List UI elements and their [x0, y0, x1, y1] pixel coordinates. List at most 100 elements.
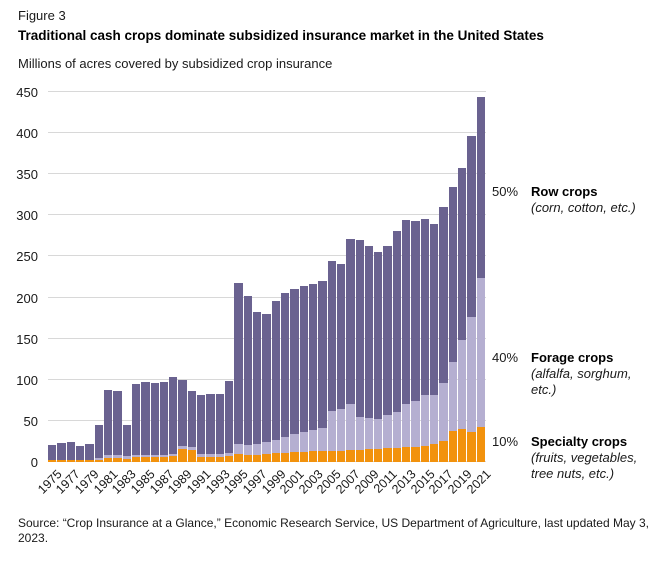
segment-forage-crops: [103, 455, 113, 458]
bar-2004: [318, 281, 327, 462]
segment-forage-crops: [355, 416, 364, 450]
bar-1986: [150, 383, 159, 462]
segment-forage-crops: [476, 277, 485, 428]
segment-row-crops: [439, 207, 448, 384]
segment-forage-crops: [430, 394, 439, 444]
y-axis: 0 50 100 150 200 250 300 350 400 450: [0, 85, 44, 470]
segment-forage-crops: [374, 419, 383, 449]
segment-specialty-crops: [420, 445, 430, 462]
segment-forage-crops: [411, 401, 420, 448]
bar-1997: [253, 312, 262, 462]
segment-forage-crops: [150, 454, 159, 458]
bar-1985: [141, 382, 150, 462]
segment-forage-crops: [187, 447, 197, 450]
segment-specialty-crops: [448, 430, 458, 462]
annotation-forage-crops: 40% Forage crops (alfalfa, sorghum, etc.…: [492, 350, 651, 398]
segment-row-crops: [280, 293, 290, 437]
bar-1976: [57, 443, 66, 462]
segment-row-crops: [318, 281, 327, 429]
annotation-pct: 50%: [492, 184, 519, 199]
segment-forage-crops: [178, 446, 187, 449]
segment-row-crops: [103, 389, 113, 456]
segment-forage-crops: [141, 454, 150, 458]
segment-forage-crops: [280, 436, 290, 453]
bar-2000: [280, 293, 290, 462]
segment-row-crops: [271, 300, 280, 440]
segment-row-crops: [392, 230, 402, 412]
bar-2007: [346, 239, 355, 462]
segment-forage-crops: [85, 459, 94, 461]
segment-forage-crops: [57, 459, 66, 461]
segment-row-crops: [94, 425, 103, 458]
segment-forage-crops: [225, 452, 234, 457]
y-tick-label: 450: [16, 85, 38, 100]
bar-1993: [215, 393, 225, 462]
segment-forage-crops: [299, 432, 308, 453]
annotation-pct: 40%: [492, 350, 519, 365]
segment-specialty-crops: [234, 453, 243, 462]
x-axis: 1975 1977 1979 1981 1983 1985 1987 1989 1991 1993…: [35, 465, 493, 513]
segment-forage-crops: [392, 411, 402, 449]
segment-row-crops: [225, 381, 234, 453]
segment-row-crops: [141, 382, 150, 455]
bar-1996: [243, 295, 252, 462]
segment-row-crops: [169, 377, 178, 454]
segment-row-crops: [420, 218, 430, 395]
segment-row-crops: [243, 295, 252, 445]
annotation-specialty-crops: 10% Specialty crops (fruits, vegetables,…: [492, 434, 651, 482]
segment-row-crops: [299, 286, 308, 433]
segment-specialty-crops: [57, 460, 66, 462]
gridline: [48, 132, 486, 134]
segment-specialty-crops: [159, 457, 169, 462]
bar-2009: [364, 245, 374, 462]
bar-1999: [271, 300, 280, 462]
segment-forage-crops: [346, 404, 355, 450]
segment-specialty-crops: [150, 457, 159, 462]
segment-specialty-crops: [197, 457, 206, 462]
bar-2020: [467, 136, 476, 462]
y-tick-label: 350: [16, 167, 38, 183]
segment-forage-crops: [169, 453, 178, 457]
gridline: [48, 255, 486, 257]
segment-specialty-crops: [178, 448, 187, 462]
gridline: [48, 91, 486, 92]
segment-row-crops: [206, 393, 215, 454]
segment-row-crops: [215, 393, 225, 454]
bar-1995: [234, 282, 243, 462]
segment-specialty-crops: [402, 447, 411, 462]
bar-2003: [308, 284, 318, 462]
y-tick-label: 100: [16, 372, 38, 388]
segment-row-crops: [150, 383, 159, 455]
annotation-label: Row crops: [531, 184, 598, 199]
segment-row-crops: [122, 425, 131, 457]
segment-specialty-crops: [215, 457, 225, 462]
segment-specialty-crops: [122, 458, 131, 462]
segment-row-crops: [308, 284, 318, 430]
chart-title: Traditional cash crops dominate subsidiz…: [18, 28, 544, 43]
segment-specialty-crops: [467, 432, 476, 462]
segment-row-crops: [327, 260, 336, 412]
segment-specialty-crops: [476, 427, 485, 462]
source-note: Source: “Crop Insurance at a Glance,” Ec…: [18, 516, 649, 545]
segment-row-crops: [75, 445, 85, 460]
segment-row-crops: [430, 224, 439, 395]
segment-specialty-crops: [75, 460, 85, 462]
segment-specialty-crops: [336, 450, 346, 462]
bar-1988: [169, 377, 178, 462]
segment-row-crops: [66, 442, 75, 460]
y-tick-label: 300: [16, 208, 38, 224]
segment-specialty-crops: [225, 456, 234, 462]
bar-2018: [448, 187, 458, 462]
annotation-sublabel: (corn, cotton, etc.): [531, 200, 636, 215]
bar-2016: [430, 224, 439, 462]
segment-row-crops: [113, 391, 122, 456]
segment-row-crops: [467, 136, 476, 318]
segment-specialty-crops: [48, 460, 57, 462]
segment-specialty-crops: [113, 457, 122, 462]
bar-2001: [290, 289, 299, 462]
bar-1982: [113, 391, 122, 462]
gridline: [48, 214, 486, 216]
segment-specialty-crops: [243, 454, 252, 462]
bar-1977: [66, 442, 75, 462]
segment-specialty-crops: [253, 454, 262, 462]
